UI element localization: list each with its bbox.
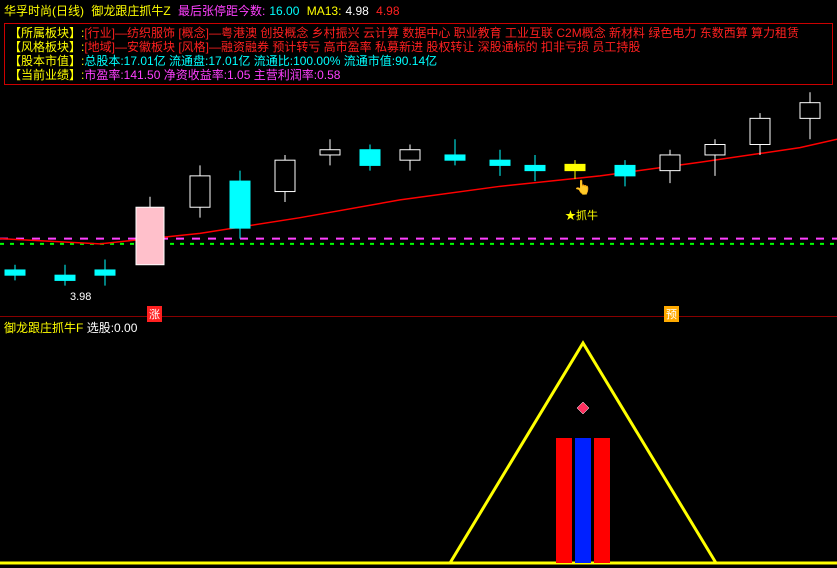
- info-row: 【风格板块】:[地域]—安徽板块 [风格]—融资融券 预计转亏 高市盈率 私募新…: [9, 40, 828, 54]
- cursor-icon: 👆: [574, 179, 591, 196]
- info-row: 【所属板块】:[行业]—纺织服饰 [概念]—粤港澳 创投概念 乡村振兴 云计算 …: [9, 26, 828, 40]
- chart-annotation: 3.98: [70, 291, 91, 303]
- info-row: 【股本市值】:总股本:17.01亿 流通盘:17.01亿 流通比:100.00%…: [9, 54, 828, 68]
- candlestick-chart[interactable]: 3.98★抓牛涨预👆: [0, 87, 837, 317]
- info-row: 【当前业绩】:市盈率:141.50 净资收益率:1.05 主营利润率:0.58: [9, 68, 828, 82]
- info-panel: 【所属板块】:[行业]—纺织服饰 [概念]—粤港澳 创投概念 乡村振兴 云计算 …: [4, 23, 833, 85]
- info-text: 【股本市值】:: [9, 54, 84, 68]
- lower-sel-label: 选股:: [87, 321, 114, 335]
- last-label: 最后张停距今数:: [178, 4, 265, 18]
- info-text: [行业]—纺织服饰 [概念]—粤港澳 创投概念 乡村振兴 云计算 数据中心 职业…: [84, 26, 799, 40]
- lower-indicator-header: 御龙跟庄抓牛F 选股:0.00: [0, 317, 837, 338]
- lower-sel-val: 0.00: [114, 321, 137, 335]
- chart-marker: 预: [664, 306, 679, 322]
- extra-val: 4.98: [376, 4, 399, 18]
- last-val: 16.00: [269, 4, 299, 18]
- stock-title: 华孚时尚(日线): [4, 4, 84, 18]
- info-text: 【风格板块】:: [9, 40, 84, 54]
- lower-indicator-chart[interactable]: [0, 338, 837, 568]
- info-text: 总股本:17.01亿 流通盘:17.01亿 流通比:100.00% 流通市值:9…: [84, 54, 437, 68]
- chart-header: 华孚时尚(日线) 御龙跟庄抓牛Z 最后张停距今数:16.00 MA13:4.98…: [0, 0, 837, 21]
- info-text: [地域]—安徽板块 [风格]—融资融券 预计转亏 高市盈率 私募新进 股权转让 …: [84, 40, 640, 54]
- info-text: 【所属板块】:: [9, 26, 84, 40]
- chart-marker: 涨: [147, 306, 162, 322]
- ma-label: MA13:: [307, 4, 342, 18]
- info-text: 【当前业绩】:: [9, 68, 84, 82]
- chart-annotation: ★抓牛: [565, 207, 598, 223]
- lower-indicator-name: 御龙跟庄抓牛F: [4, 321, 83, 335]
- ma-val: 4.98: [345, 4, 368, 18]
- info-text: 市盈率:141.50 净资收益率:1.05 主营利润率:0.58: [84, 68, 340, 82]
- indicator-name: 御龙跟庄抓牛Z: [91, 4, 170, 18]
